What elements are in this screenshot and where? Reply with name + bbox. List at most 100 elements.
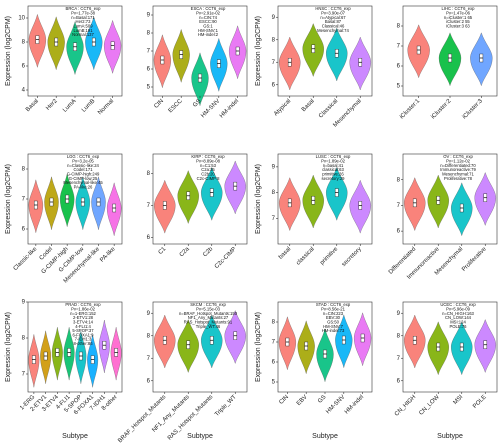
annotation: iCluster:3 63 [446,24,470,29]
annotation: HM-indel:73 [322,328,345,333]
x-tick-label: Classical [318,98,339,119]
x-tick-label: CN_HIGH [394,394,417,417]
annotation: Pv=1.89e-02 [321,159,346,164]
annotation: Triple_WT:46 [196,324,221,329]
y-tick-label: 6 [147,67,151,73]
annotation: G-CIMP-high:249 [67,172,100,177]
x-tick-label: CIN [153,98,165,110]
annotation: Classical:46 [322,24,345,29]
annotation: Pv=1.12e-02 [446,159,471,164]
x-tick-label: GS [192,98,202,108]
y-tick-label: 8 [272,190,276,196]
x-tick-label: secretory [341,246,363,268]
annotation: GS:1 [203,24,213,29]
y-axis-label: Expression (log2CPM) [5,16,12,86]
x-tick-label: MSI [452,394,464,406]
annotation: n=basal:41 [323,163,344,168]
annotation: C2b:20 [201,172,215,177]
annotation: C2a:35 [201,167,215,172]
x-tick-label: Normal [97,98,115,116]
panel-title: KIRP : CCT6_exp [191,154,225,159]
annotation: C2c-CIMP:8 [197,176,220,181]
annotation: n=CN_HIGH:163 [442,311,474,316]
y-tick-label: 6 [22,64,26,70]
annotation: n=iCluster:1 65 [444,15,473,20]
x-tick-label: Proliferative [461,246,488,273]
y-tick-label: 7 [22,197,26,203]
panel: 6 7 8 C1 C2a C2b C2c-CIMP KIRP : CCT6_expPv=8.8… [147,153,248,270]
x-tick-label: primitive [319,246,340,267]
x-tick-label: classical [295,246,315,266]
annotation: Pv=8.56e-21 [321,307,346,312]
annotation: 8-other:86 [73,341,93,346]
y-tick-label: 6 [397,378,401,384]
y-tick-label: 7 [397,44,401,50]
annotation: LumA:509 [73,24,93,29]
annotation: primitive:26 [322,172,344,177]
annotation: 5-SPOP:37 [72,328,94,333]
x-tick-label: CIN [278,394,290,406]
annotation: 7-IDH1:3 [75,337,92,342]
y-axis-label: Expression (log2CPM) [255,16,262,86]
x-tick-label: EBV [296,394,309,407]
annotation: n=Classic-like:24 [67,163,99,168]
y-tick-label: 8 [22,40,26,46]
x-tick-label: Basal [25,98,40,113]
annotation: n=CIN:223 [323,311,344,316]
panel-title: ESCA : CCT6_exp [191,6,226,11]
y-tick-label: 6 [22,227,26,233]
annotation: Mesenchymal:71 [442,172,474,177]
y-axis-label: Expression (log2CPM) [255,164,262,234]
annotation: Her2:73 [76,19,92,24]
x-tick-label: iCluster:3 [462,98,485,121]
y-tick-label: 8 [22,336,26,342]
y-tick-label: 8 [397,177,401,183]
x-axis-label: Subtype [437,433,463,440]
y-tick-label: 6 [397,64,401,70]
annotation: n=C1:53 [200,163,217,168]
annotation: EBV:30 [326,315,341,320]
x-tick-label: Classic-like [13,246,39,272]
panel: 678DifferentiatedImmunoreactiveMesenchym… [388,153,498,281]
annotation: iCluster:2 55 [446,19,470,24]
annotation: Pv=3.2e-05 [72,159,94,164]
y-axis-label: Expression (log2CPM) [255,312,262,382]
panel: 6 7 8 Expression (log2CPM) Classic-like Codel… [5,153,123,284]
x-tick-label: HM-indel [219,98,240,119]
annotation: HM-SNV:7 [323,324,344,329]
annotation: ESCC:90 [199,19,217,24]
y-tick-label: 5 [272,380,276,386]
y-tick-label: 9 [147,311,151,317]
y-tick-label: 8 [272,37,276,43]
annotation: MSI:124 [450,320,466,325]
y-tick-label: 7 [147,356,151,362]
y-tick-label: 8 [147,171,151,177]
annotation: Proliferative:78 [444,176,473,181]
panel: 6789BRAF_Hotspot_MutantsNF1_Any_MutantsR… [117,301,248,444]
panel-title: UCEC : CCT6_exp [440,302,476,307]
x-tick-label: C2c-CIMP [214,246,238,270]
x-tick-label: PA-like [99,246,117,264]
annotation: GS:50 [327,320,340,325]
annotation: Codel:171 [73,167,93,172]
annotation: HM-SNV:1 [198,28,219,33]
annotation: n=BRAF_Hotspot_Mutants:150 [179,311,238,316]
panel-title: LIHC : CCT6_exp [441,6,475,11]
y-tick-label: 7 [397,203,401,209]
x-tick-label: Triple_WT [214,394,238,418]
annotation: PA-like:26 [74,184,93,189]
annotation: LumB:191 [73,28,93,33]
x-tick-label: Atypical [273,98,292,117]
y-tick-label: 5 [147,85,151,91]
y-tick-label: 9 [272,15,276,21]
x-tick-label: Basal [301,98,316,113]
annotation: Pv=2.91e-02 [196,11,221,16]
panel-title: LGG : CCT6_exp [67,154,100,159]
panel-title: HNSC : CCT6_exp [315,6,351,11]
